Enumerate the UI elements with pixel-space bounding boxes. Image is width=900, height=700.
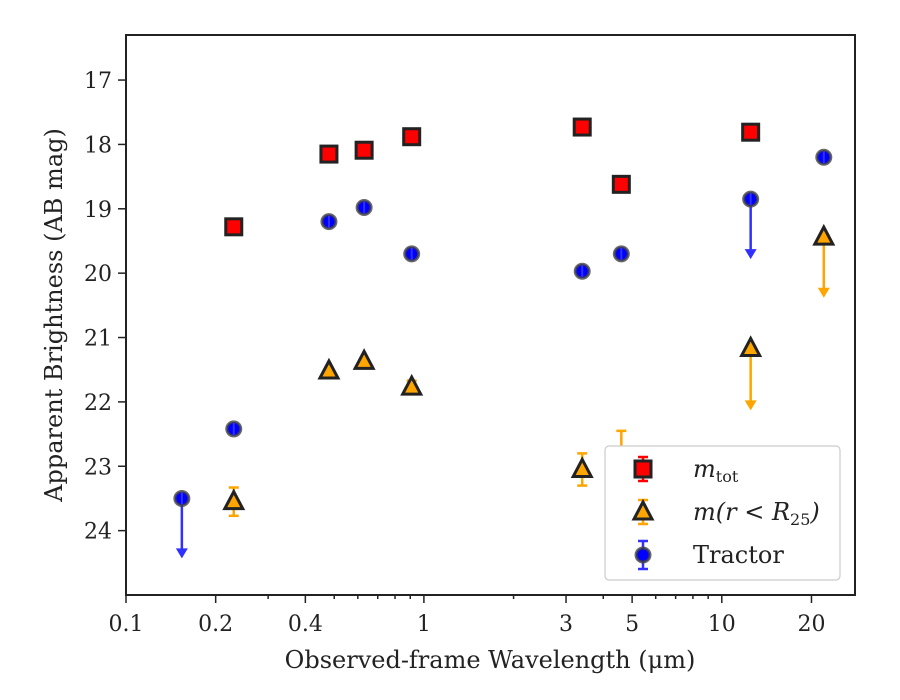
y-tick-label: 20 <box>84 262 112 287</box>
y-axis-label: Apparent Brightness (AB mag) <box>40 128 68 503</box>
series-circle <box>173 148 833 559</box>
y-tick-label: 18 <box>84 133 112 158</box>
legend-marker-square <box>633 459 653 479</box>
point-triangle <box>352 348 376 370</box>
point-square <box>224 217 244 237</box>
legend-marker-circle <box>634 546 652 564</box>
point-square <box>354 140 374 160</box>
point-triangle <box>222 488 246 511</box>
x-axis: 0.1 0.2 0.4 1 3 5 10 20 <box>109 595 825 637</box>
x-tick-label: 10 <box>708 612 736 637</box>
x-tick-label: 0.4 <box>288 612 323 637</box>
x-tick-label: 1 <box>417 612 431 637</box>
legend-label: m(r < R25) <box>693 498 820 529</box>
x-tick-label: 0.2 <box>198 612 233 637</box>
point-square <box>741 122 761 142</box>
y-axis: 17 18 19 20 21 22 23 24 <box>84 69 126 545</box>
legend-frame <box>604 445 841 581</box>
legend-label: Tractor <box>693 541 784 569</box>
triangle-upper-limit-arrow-head <box>744 400 757 411</box>
point-square <box>402 127 422 147</box>
point-triangle <box>400 373 424 396</box>
x-axis-label: Observed-frame Wavelength (μm) <box>285 646 696 674</box>
point-square <box>319 144 339 164</box>
x-tick-label: 3 <box>559 612 573 637</box>
y-tick-label: 17 <box>84 69 112 94</box>
legend-label: mtot <box>693 455 739 486</box>
point-triangle <box>317 357 341 380</box>
x-tick-label: 0.1 <box>109 612 144 637</box>
legend: mtot m(r < R25) Tractor <box>604 445 841 581</box>
plot-frame <box>125 34 856 596</box>
point-triangle <box>739 335 763 357</box>
y-tick-label: 19 <box>84 198 112 223</box>
circle-upper-limit-arrow-head <box>175 548 188 559</box>
circle-upper-limit-arrow-head <box>744 249 757 260</box>
data-marks <box>173 117 836 559</box>
y-tick-label: 24 <box>84 520 112 545</box>
point-triangle <box>812 223 836 246</box>
triangle-upper-limit-arrow-head <box>817 287 830 298</box>
x-tick-label: 5 <box>625 612 639 637</box>
x-tick-label: 20 <box>797 612 825 637</box>
legend-marker-triangle <box>631 498 655 521</box>
y-tick-label: 23 <box>84 455 112 480</box>
y-tick-label: 22 <box>84 391 112 416</box>
point-square <box>611 174 631 194</box>
y-tick-label: 21 <box>84 327 112 352</box>
point-square <box>572 117 592 137</box>
point-triangle <box>570 456 594 478</box>
series-square <box>224 117 761 237</box>
